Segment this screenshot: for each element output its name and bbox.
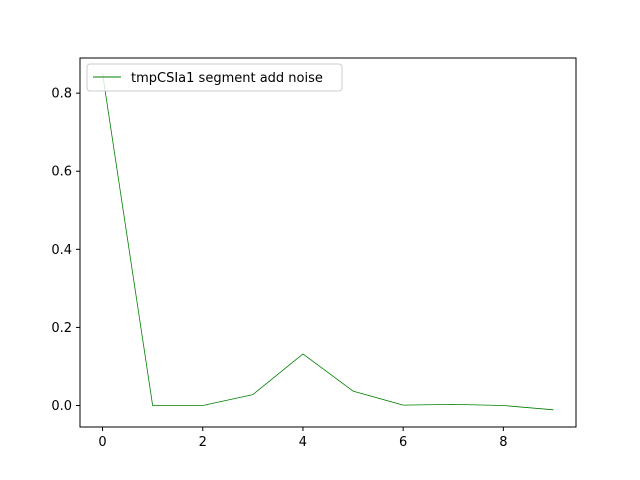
x-tick-label: 6 <box>399 435 407 450</box>
x-axis: 0 2 4 6 8 <box>98 427 507 450</box>
x-tick-label: 2 <box>199 435 207 450</box>
legend: tmpCSIa1 segment add noise <box>86 63 343 92</box>
x-tick-label: 8 <box>499 435 507 450</box>
series-line <box>102 73 554 411</box>
y-tick-label: 0.8 <box>51 87 72 102</box>
legend-label: tmpCSIa1 segment add noise <box>131 71 323 86</box>
plot-background <box>80 58 576 427</box>
legend-box <box>86 63 343 92</box>
y-tick-label: 0.0 <box>51 399 72 414</box>
x-tick-label: 4 <box>299 435 307 450</box>
y-axis: 0.0 0.2 0.4 0.6 0.8 <box>51 87 80 414</box>
y-tick-label: 0.6 <box>51 165 72 180</box>
series-layer <box>102 73 554 411</box>
plot-frame <box>79 57 577 428</box>
x-tick-label: 0 <box>98 435 106 450</box>
y-tick-label: 0.4 <box>51 243 72 258</box>
y-tick-label: 0.2 <box>51 321 72 336</box>
